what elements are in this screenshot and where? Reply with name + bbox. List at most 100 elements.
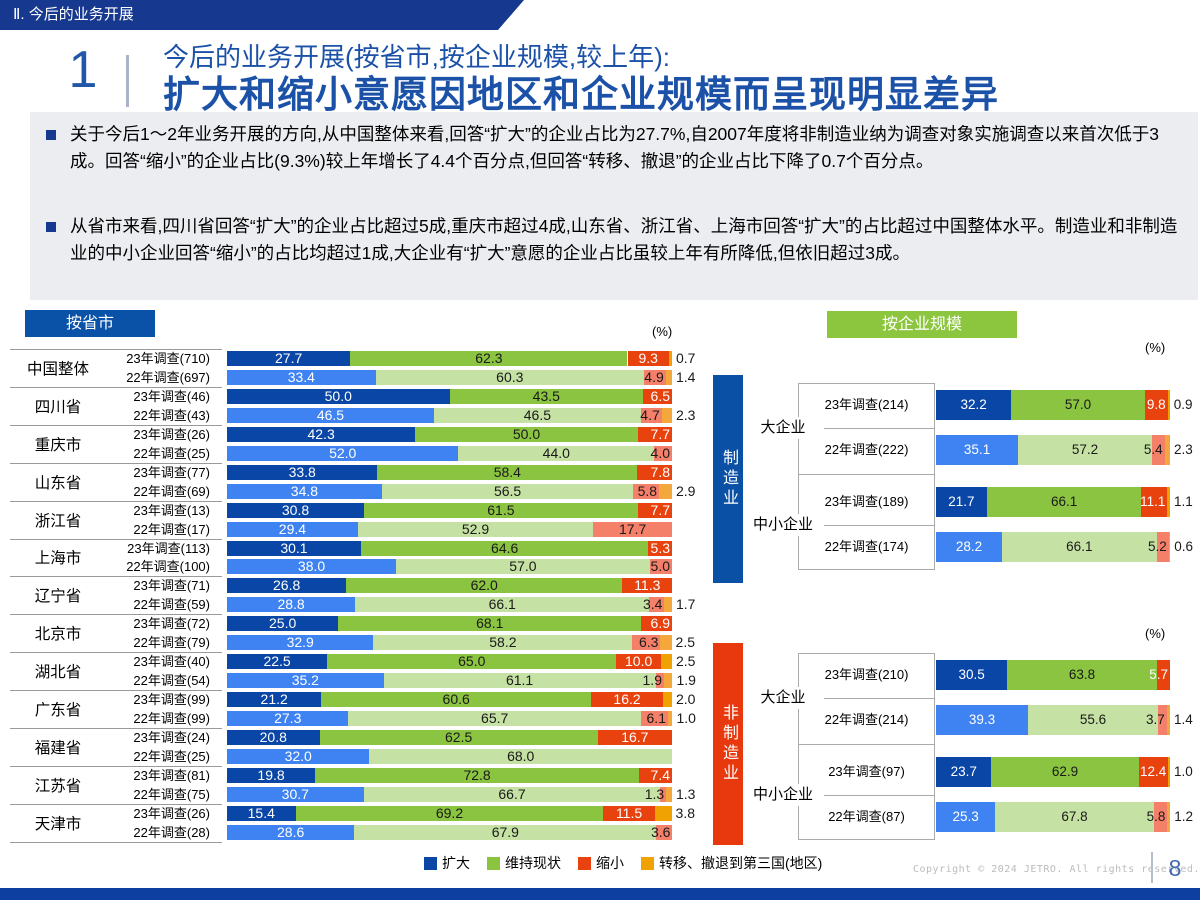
value-label-maintain: 62.0 <box>470 577 498 594</box>
value-label-expand: 38.0 <box>297 558 326 575</box>
title-divider <box>126 55 129 107</box>
value-label-maintain: 64.6 <box>491 539 519 556</box>
bar-segment-shrink <box>640 407 662 423</box>
value-label-maintain: 63.8 <box>1068 667 1096 682</box>
value-label-shrink: 16.2 <box>613 691 641 708</box>
value-label-maintain: 43.5 <box>532 387 560 404</box>
bar-segment-expand <box>936 705 1028 735</box>
value-label-expand: 28.8 <box>277 596 305 613</box>
value-label-shrink: 1.3 <box>644 785 665 802</box>
page-number: 8 <box>1168 855 1182 881</box>
bar-segment-maintain <box>327 654 617 670</box>
bar-segment-expand <box>936 802 996 832</box>
group-separator <box>10 614 222 616</box>
bar-segment-expand <box>227 388 450 404</box>
value-label-maintain: 65.7 <box>481 710 509 727</box>
survey-count-label: 22年调查(99) <box>133 711 210 727</box>
bar-segment-maintain <box>433 407 641 423</box>
value-label-expand: 35.2 <box>291 672 319 689</box>
value-label-transfer: 1.0 <box>676 710 696 727</box>
bar-segment-expand <box>227 824 355 840</box>
value-label-shrink: 17.7 <box>618 520 647 537</box>
bar-segment-shrink <box>648 540 672 556</box>
bar-segment-shrink <box>640 711 668 727</box>
value-label-maintain: 57.0 <box>509 558 537 575</box>
survey-label-box-line <box>798 474 935 475</box>
value-label-expand: 50.0 <box>324 387 352 404</box>
value-label-shrink: 5.0 <box>650 558 670 575</box>
group-separator <box>10 690 222 692</box>
value-label-shrink: 4.7 <box>640 406 660 423</box>
survey-count-label: 23年调查(40) <box>133 654 210 670</box>
province-label: 北京市 <box>34 626 82 644</box>
bar-segment-expand <box>936 435 1019 465</box>
value-label-maintain: 62.9 <box>1051 764 1079 779</box>
value-label-shrink: 7.7 <box>650 425 670 442</box>
survey-count-label: 23年调查(77) <box>133 464 210 480</box>
stacked-bar: 34.8 56.5 5.8 2.9 <box>227 483 695 499</box>
value-label-shrink: 3.7 <box>1145 712 1165 727</box>
value-label-maintain: 44.0 <box>542 444 570 461</box>
bar-segment-shrink <box>591 692 664 708</box>
value-label-expand: 27.3 <box>274 710 302 727</box>
value-label-expand: 32.0 <box>284 747 312 764</box>
bar-segment-maintain <box>415 426 638 442</box>
summary-bullet-row: 从省市来看,四川省回答“扩大”的企业占比超过5成,重庆市超过4成,山东省、浙江省… <box>44 213 1184 268</box>
survey-count-label: 23年调查(13) <box>133 502 210 518</box>
legend-swatch-icon <box>487 856 500 870</box>
survey-count-label: 22年调查(43) <box>133 407 210 423</box>
value-label-shrink: 7.4 <box>650 766 670 783</box>
bottom-bar <box>0 888 1200 900</box>
stacked-bar: 28.8 66.1 3.4 1.7 <box>227 596 695 613</box>
value-label-transfer: 2.9 <box>676 482 696 499</box>
bar-segment-maintain <box>354 824 657 840</box>
survey-count-label: 23年调查(210) <box>824 667 909 682</box>
bar-segment-maintain <box>449 388 644 404</box>
bar-segment-expand <box>227 767 316 783</box>
bar-segment-expand <box>227 351 351 366</box>
stacked-bar: 30.8 61.5 7.7 <box>227 502 672 518</box>
survey-count-label: 23年调查(99) <box>133 692 210 708</box>
industry-category-bar: 制造业 <box>713 375 743 583</box>
survey-count-label: 23年调查(24) <box>133 730 210 745</box>
bar-segment-transfer <box>654 805 672 821</box>
bar-segment-shrink <box>639 767 672 783</box>
value-label-shrink: 6.5 <box>650 387 670 404</box>
survey-count-label: 22年调查(79) <box>133 635 210 651</box>
value-label-expand: 25.3 <box>952 809 979 824</box>
group-separator <box>10 765 222 767</box>
stacked-bar: 25.0 68.1 6.9 <box>227 615 672 632</box>
legend-label: 扩大 <box>442 855 470 871</box>
value-label-maintain: 60.6 <box>442 691 470 708</box>
bar-segment-expand <box>227 578 347 594</box>
left-percent-unit-label: (%) <box>652 324 673 339</box>
bar-segment-maintain <box>363 786 661 802</box>
bar-segment-expand <box>227 673 384 689</box>
bar-segment-expand <box>227 502 365 518</box>
survey-count-label: 23年调查(189) <box>824 494 909 509</box>
value-label-transfer: 3.8 <box>675 804 696 821</box>
survey-count-label: 23年调查(710) <box>126 351 210 366</box>
survey-label-box-line <box>824 428 935 429</box>
value-label-expand: 33.8 <box>288 463 316 480</box>
value-label-transfer: 1.9 <box>676 672 696 689</box>
legend-item: 缩小 <box>578 853 624 873</box>
bar-segment-transfer <box>661 407 672 423</box>
value-label-shrink: 5.2 <box>1148 539 1167 554</box>
stacked-bar: 27.7 62.3 9.3 0.7 <box>227 351 695 366</box>
value-label-shrink: 11.5 <box>615 804 643 821</box>
province-label: 福建省 <box>34 739 82 757</box>
bar-segment-maintain <box>319 730 598 745</box>
company-size-group-label: 大企业 <box>744 687 822 709</box>
value-label-shrink: 6.9 <box>650 615 670 632</box>
value-label-expand: 21.2 <box>260 691 288 708</box>
value-label-shrink: 5.3 <box>650 539 670 556</box>
bar-segment-transfer <box>665 369 672 385</box>
stacked-bar: 35.1 57.2 5.4 2.3 <box>936 435 1193 465</box>
page-number-divider <box>1151 852 1153 883</box>
value-label-shrink: 4.9 <box>644 368 664 385</box>
bar-segment-maintain <box>458 445 655 461</box>
value-label-maintain: 72.8 <box>463 766 491 783</box>
survey-count-label: 22年调查(69) <box>133 483 210 499</box>
bar-segment-maintain <box>360 540 649 556</box>
